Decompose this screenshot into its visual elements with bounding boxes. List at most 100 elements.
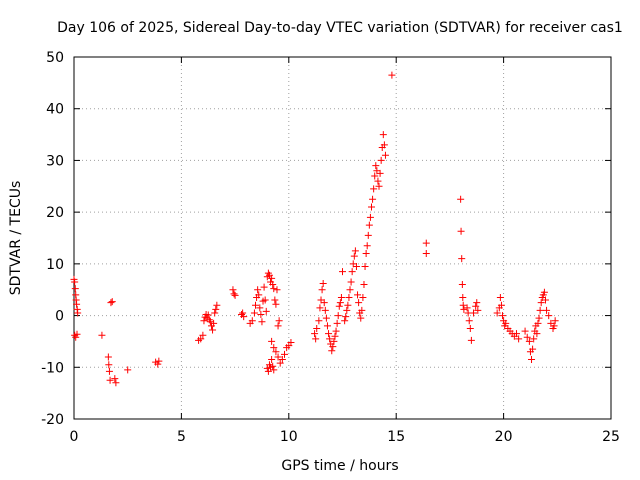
data-point [325, 330, 333, 338]
data-point [260, 283, 268, 291]
data-point [274, 322, 282, 330]
data-point [364, 231, 372, 239]
data-point [111, 375, 119, 383]
data-point [331, 332, 339, 340]
y-tick-label: -10 [41, 360, 64, 376]
data-point [543, 306, 551, 314]
data-point [326, 335, 334, 343]
data-point [335, 302, 343, 310]
data-point [213, 301, 221, 309]
data-point [367, 203, 375, 211]
data-point [73, 330, 81, 338]
data-point [344, 301, 352, 309]
y-axis-label: SDTVAR / TECUs [8, 181, 24, 296]
data-point [106, 376, 114, 384]
data-point [199, 331, 207, 339]
data-point [71, 285, 79, 293]
data-point [230, 290, 238, 298]
data-point [459, 293, 467, 301]
data-point [466, 325, 474, 332]
x-tick-label: 0 [70, 429, 79, 445]
data-point [210, 319, 218, 327]
data-point [333, 319, 341, 327]
data-point [545, 312, 553, 320]
data-point [258, 318, 266, 326]
data-point [271, 296, 279, 304]
data-point [541, 296, 549, 304]
data-point [272, 300, 280, 308]
data-point [379, 131, 387, 139]
data-point [457, 227, 465, 235]
data-point [458, 281, 466, 289]
y-tick-label: 40 [46, 102, 64, 118]
data-point [204, 311, 212, 319]
data-point [512, 330, 520, 338]
data-point [263, 364, 271, 372]
data-point [257, 311, 265, 319]
data-point [472, 302, 480, 310]
x-tick-label: 10 [280, 429, 298, 445]
data-point [463, 304, 471, 312]
data-point [278, 356, 286, 364]
data-point [357, 314, 365, 322]
data-point [250, 309, 258, 317]
data-point [254, 286, 262, 294]
data-point [264, 367, 272, 375]
data-point [351, 247, 359, 255]
chart-title: Day 106 of 2025, Sidereal Day-to-day VTE… [57, 20, 623, 36]
data-point [270, 285, 278, 293]
data-point [467, 336, 475, 344]
plot-border [73, 56, 612, 420]
data-point [211, 309, 219, 317]
data-point [107, 299, 115, 307]
data-point [323, 322, 331, 330]
data-point [377, 156, 385, 164]
data-point [229, 286, 237, 294]
data-point [528, 356, 536, 364]
data-point [320, 299, 328, 307]
data-point [71, 278, 79, 286]
data-point [534, 319, 542, 327]
data-point [274, 353, 282, 361]
data-point [318, 286, 326, 294]
data-point [537, 299, 545, 307]
data-point [369, 195, 377, 203]
data-point [366, 213, 374, 221]
data-point [422, 250, 430, 258]
data-point [550, 322, 558, 330]
y-tick-label: 0 [55, 309, 64, 325]
data-point [470, 309, 478, 317]
data-point [422, 239, 430, 247]
data-point [281, 350, 289, 358]
x-tick-label: 15 [387, 429, 405, 445]
data-point [262, 307, 270, 315]
data-point [98, 331, 106, 339]
x-tick-label: 5 [177, 429, 186, 445]
data-point [261, 296, 269, 304]
data-point [515, 335, 523, 343]
data-point [105, 367, 113, 375]
data-point [269, 281, 277, 289]
data-point [371, 172, 379, 180]
data-point [493, 309, 501, 317]
data-point [525, 337, 533, 345]
data-point [381, 151, 389, 159]
data-point [322, 314, 330, 322]
data-point [316, 304, 324, 312]
data-point [269, 362, 277, 370]
data-point [376, 169, 384, 177]
x-axis-ticks: 0 5 10 15 20 25 [70, 57, 620, 445]
data-point [540, 288, 548, 296]
data-point [372, 162, 380, 170]
data-point [355, 299, 363, 307]
data-point [155, 357, 163, 365]
data-point [380, 141, 388, 149]
data-point [268, 274, 276, 282]
data-point [350, 252, 358, 260]
data-point [496, 293, 504, 301]
data-point [313, 325, 321, 332]
data-point [268, 356, 276, 364]
data-point [336, 299, 344, 307]
data-point [240, 313, 248, 321]
